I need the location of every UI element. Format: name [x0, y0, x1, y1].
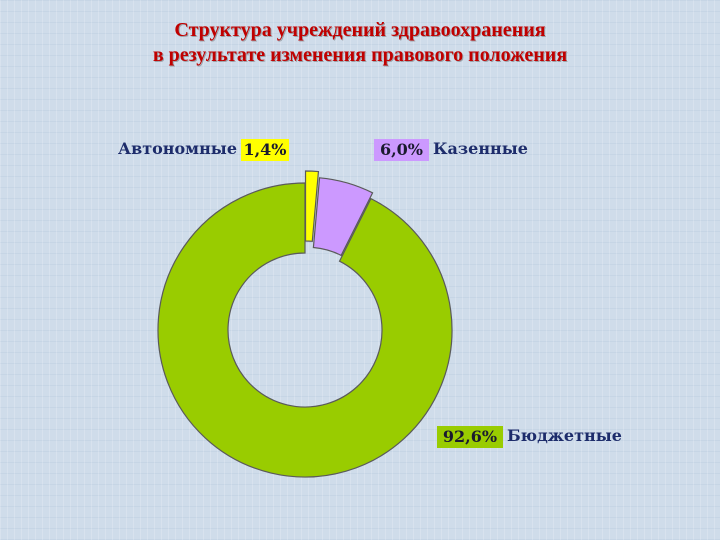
value-label-0: 1,4% [243, 140, 286, 159]
value-label-box-0 [241, 139, 289, 161]
category-label-0: Автономные [118, 139, 237, 158]
category-label-1: Казенные [433, 139, 528, 158]
value-label-box-1 [374, 139, 429, 161]
doughnut-slices [157, 170, 453, 478]
value-label-2: 92,6% [443, 427, 497, 446]
slice-0 [304, 170, 320, 242]
chart-title-line-1: Структура учреждений здравоохранения [174, 19, 546, 41]
value-label-1: 6,0% [380, 140, 423, 159]
value-label-box-2 [437, 426, 503, 448]
slice-2 [157, 182, 453, 478]
category-label-2: Бюджетные [507, 426, 622, 445]
slice-labels: 1,4% Автономные 6,0% Казенные 92,6% Бюджетные [118, 139, 622, 448]
chart-title-line-2: в результате изменения правового положен… [152, 44, 568, 66]
slice-1 [312, 177, 374, 257]
